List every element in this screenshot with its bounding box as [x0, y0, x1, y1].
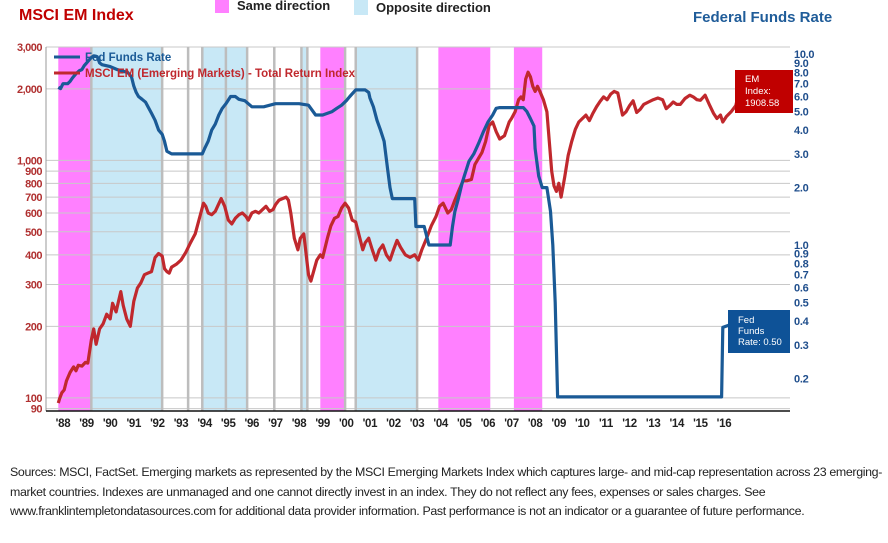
y-right-tick-label: 0.6 — [794, 282, 809, 294]
band-opposite-direction — [225, 47, 248, 411]
em-callout-line-1: EM — [745, 74, 759, 85]
x-tick-label: '93 — [174, 418, 189, 430]
chart-title-right: Federal Funds Rate — [693, 9, 832, 26]
band-opposite-direction — [202, 47, 226, 411]
y-right-tick-label: 0.7 — [794, 270, 809, 282]
y-right-tick-label: 3.0 — [794, 149, 809, 161]
x-tick-label: '09 — [551, 418, 566, 430]
y-right-tick-label: 10.0 — [794, 49, 814, 61]
chart: MSCI EM Index Federal Funds Rate Same di… — [17, 0, 832, 430]
x-tick-label: '89 — [79, 418, 94, 430]
series-lines — [56, 54, 740, 404]
x-tick-label: '96 — [245, 418, 260, 430]
x-tick-label: '05 — [457, 418, 473, 430]
em-callout-line-3: 1908.58 — [745, 98, 779, 109]
y-right-tick-label: 7.0 — [794, 79, 809, 91]
y-right-tick-label: 9.0 — [794, 58, 809, 70]
x-tick-label: '97 — [268, 418, 283, 430]
fed-callout-line-3: Rate: 0.50 — [738, 337, 782, 348]
em-callout-line-2: Index: — [745, 86, 771, 97]
y-left-tick-label: 700 — [25, 192, 42, 204]
band-same-direction — [438, 47, 491, 411]
y-left-tick-label: 1,000 — [17, 155, 42, 167]
y-left-tick-label: 90 — [31, 404, 43, 416]
chart-title-left: MSCI EM Index — [19, 7, 134, 24]
x-tick-label: '16 — [717, 418, 732, 430]
y-right-tick-label: 0.3 — [794, 340, 809, 352]
y-left-tick-label: 300 — [25, 279, 42, 291]
opposite-direction-swatch — [354, 0, 368, 15]
opposite-direction-label: Opposite direction — [376, 0, 491, 15]
x-tick-label: '02 — [386, 418, 401, 430]
y-left-tick-label: 500 — [25, 227, 42, 239]
band-dividers — [90, 47, 419, 411]
y-right-tick-label: 1.0 — [794, 240, 809, 252]
x-tick-label: '08 — [528, 418, 544, 430]
y-left-tick-label: 800 — [25, 178, 42, 190]
x-tick-label: '13 — [646, 418, 661, 430]
y-left-tick-label: 100 — [25, 393, 42, 405]
y-right-tick-label: 6.0 — [794, 91, 809, 103]
fed-funds-line — [57, 54, 737, 399]
y-right-tick-label: 0.9 — [794, 249, 809, 261]
fed-callout-box — [728, 310, 790, 353]
y-right-tick-label: 8.0 — [794, 68, 809, 80]
y-left-tick-label: 3,000 — [17, 42, 42, 54]
x-tick-label: '03 — [410, 418, 425, 430]
y-left-tick-label: 900 — [25, 166, 42, 178]
em-callout-box — [735, 70, 793, 113]
source-footnote: Sources: MSCI, FactSet. Emerging markets… — [10, 465, 882, 518]
x-tick-label: '01 — [363, 418, 379, 430]
em-callout: EM Index: 1908.58 — [735, 70, 793, 113]
x-tick-label: '00 — [339, 418, 354, 430]
x-tick-label: '95 — [221, 418, 237, 430]
x-axis-ticks: '88 '89 '90 '91 '92 '93 '94 '95 '96 '97 '98 '99 '00 '… — [56, 418, 732, 430]
band-opposite-direction — [302, 47, 307, 411]
y-right-tick-label: 0.4 — [794, 316, 810, 328]
x-tick-label: '07 — [504, 418, 519, 430]
right-axis-ticks: 10.09.08.07.06.0 5.0 4.0 3.0 2.0 1.00.90.80.7… — [794, 49, 815, 385]
x-tick-label: '04 — [433, 418, 449, 430]
band-opposite-direction — [91, 47, 163, 411]
y-right-tick-label: 0.8 — [794, 259, 809, 271]
x-tick-label: '90 — [103, 418, 118, 430]
x-tick-label: '92 — [150, 418, 165, 430]
x-tick-label: '98 — [292, 418, 308, 430]
x-tick-label: '94 — [197, 418, 213, 430]
fed-callout: Fed Funds Rate: 0.50 — [728, 310, 790, 353]
y-right-tick-label: 5.0 — [794, 107, 809, 119]
inner-legend: Fed Funds Rate MSCI EM (Emerging Markets… — [54, 52, 356, 80]
band-same-direction — [320, 47, 346, 411]
same-direction-swatch — [215, 0, 229, 13]
y-left-tick-label: 200 — [25, 321, 42, 333]
y-left-tick-label: 2,000 — [17, 84, 42, 96]
shaded-bands — [58, 47, 543, 411]
y-left-tick-label: 400 — [25, 250, 42, 262]
band-opposite-direction — [355, 47, 418, 411]
top-legend: Same direction Opposite direction — [215, 0, 491, 15]
y-left-tick-label: 600 — [25, 208, 42, 220]
legend-fed-label: Fed Funds Rate — [85, 52, 171, 64]
x-tick-label: '14 — [669, 418, 685, 430]
msci-em-line — [56, 70, 740, 404]
x-tick-label: '06 — [481, 418, 496, 430]
x-tick-label: '10 — [575, 418, 590, 430]
fed-callout-line-1: Fed — [738, 315, 754, 326]
legend-em-label: MSCI EM (Emerging Markets) - Total Retur… — [85, 68, 356, 80]
y-right-tick-label: 2.0 — [794, 183, 809, 195]
x-tick-label: '15 — [693, 418, 709, 430]
x-tick-label: '99 — [315, 418, 330, 430]
band-same-direction — [58, 47, 92, 411]
y-right-tick-label: 0.5 — [794, 297, 809, 309]
y-right-tick-label: 4.0 — [794, 125, 809, 137]
same-direction-label: Same direction — [237, 0, 330, 13]
x-tick-label: '91 — [127, 418, 143, 430]
y-right-tick-label: 0.2 — [794, 373, 809, 385]
x-tick-label: '88 — [56, 418, 72, 430]
fed-callout-line-2: Funds — [738, 326, 765, 337]
x-tick-label: '11 — [599, 418, 614, 430]
x-tick-label: '12 — [622, 418, 637, 430]
